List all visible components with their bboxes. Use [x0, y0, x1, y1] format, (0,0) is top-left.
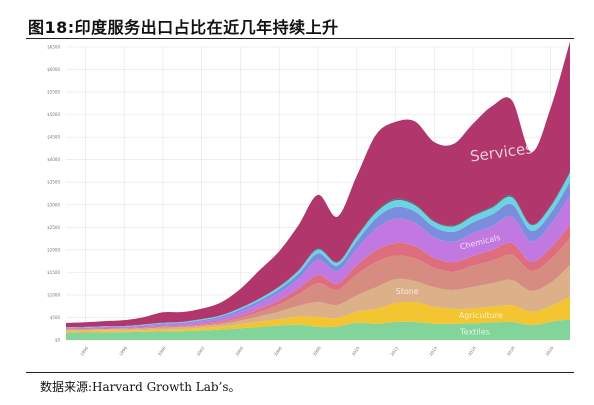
- x-tick-label: 2006: [273, 345, 283, 357]
- y-tick-label: $3000: [47, 202, 60, 207]
- area-red: [66, 224, 570, 330]
- series-label-agriculture: Agriculture: [459, 311, 503, 320]
- stacked-area-chart: $0 $500 $1000 $1500 $2000 $2500 $3000 $3500 $400…: [26, 41, 574, 371]
- y-tick-label: $2500: [47, 225, 60, 230]
- x-tick-label: 2002: [195, 345, 205, 357]
- bottom-rule: [26, 372, 574, 373]
- y-tick-label: $4500: [47, 135, 60, 140]
- x-axis-tick-labels: 1996 1998 2000 2002 2004 2006 2008 2010 2012 2014…: [79, 345, 554, 357]
- area-stone: [66, 265, 570, 331]
- area-minerals: [66, 238, 570, 330]
- x-tick-label: 2008: [312, 345, 322, 357]
- y-tick-label: $6500: [47, 45, 60, 50]
- series-label-textiles: Textiles: [459, 327, 490, 336]
- x-tick-label: 2000: [157, 345, 167, 357]
- area-textiles: [66, 319, 570, 340]
- y-tick-label: $5000: [47, 112, 60, 117]
- x-tick-label: 2010: [351, 345, 361, 357]
- area-cyan: [66, 172, 570, 328]
- y-tick-label: $1000: [47, 292, 60, 297]
- x-tick-label: 1998: [118, 345, 128, 357]
- y-tick-label: $2000: [47, 247, 60, 252]
- x-tick-label: 2016: [467, 345, 477, 357]
- x-tick-label: 2012: [389, 345, 399, 357]
- area-agriculture: [66, 296, 570, 333]
- y-tick-label: $6000: [47, 67, 60, 72]
- x-tick-label: 2020: [544, 345, 554, 357]
- area-blue: [66, 181, 570, 329]
- top-rule: [26, 38, 574, 39]
- area-dark: [66, 171, 570, 328]
- figure-title: 图18:印度服务出口占比在近几年持续上升: [28, 18, 339, 37]
- y-tick-label: $500: [50, 315, 61, 320]
- y-tick-label: $4000: [47, 157, 60, 162]
- x-tick-label: 2004: [234, 345, 244, 357]
- y-axis-tick-labels: $0 $500 $1000 $1500 $2000 $2500 $3000 $3500 $400…: [47, 45, 60, 343]
- y-tick-label: $3500: [47, 180, 60, 185]
- y-tick-label: $1500: [47, 270, 60, 275]
- x-tick-label: 2014: [428, 345, 438, 357]
- area-chemicals: [66, 195, 570, 330]
- chart-areas: [66, 41, 570, 340]
- x-tick-label: 1996: [79, 345, 89, 357]
- x-tick-label: 2018: [506, 345, 516, 357]
- y-tick-label: $5500: [47, 90, 60, 95]
- source-note: 数据来源:Harvard Growth Lab’s。: [40, 380, 241, 394]
- y-tick-label: $0: [55, 338, 61, 343]
- area-services: [66, 41, 570, 328]
- series-label-stone: Stone: [396, 287, 419, 296]
